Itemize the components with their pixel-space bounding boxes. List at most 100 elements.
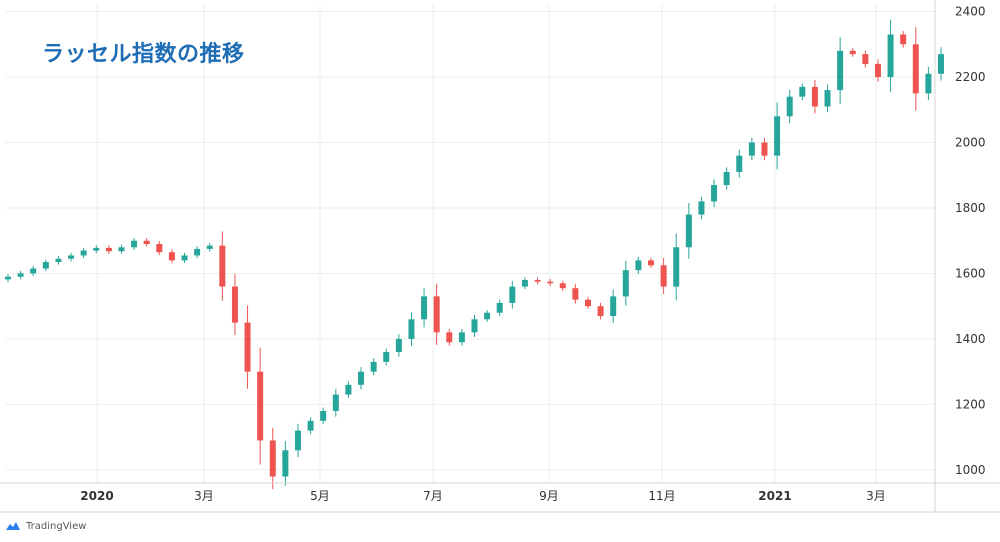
candle-body: [484, 312, 491, 320]
candle: [887, 19, 894, 92]
candle: [698, 196, 705, 220]
candle: [673, 233, 680, 301]
candle-body: [673, 247, 680, 287]
candle: [660, 257, 667, 295]
candle-body: [912, 44, 919, 94]
chart-title: ラッセル指数の推移: [42, 42, 245, 67]
candle: [408, 312, 415, 346]
tradingview-label: TradingView: [26, 520, 87, 532]
candle: [320, 407, 327, 425]
candle-body: [30, 268, 37, 274]
candle-body: [736, 155, 743, 172]
candle-body: [723, 171, 730, 186]
candle-body: [837, 50, 844, 91]
candle-body: [332, 394, 339, 411]
candle-body: [610, 296, 617, 317]
candle: [194, 246, 201, 259]
candle-body: [156, 244, 163, 253]
candle-body: [269, 440, 276, 477]
candle-body: [534, 280, 541, 282]
y-tick-label: 2400: [955, 5, 986, 19]
candle: [711, 179, 718, 208]
candle: [269, 427, 276, 490]
x-tick-label: 11月: [648, 489, 675, 503]
candle-body: [786, 96, 793, 117]
candle-body: [862, 54, 869, 64]
candle: [257, 347, 264, 465]
candle-body: [559, 283, 566, 289]
candle-body: [55, 258, 62, 263]
candle-body: [168, 252, 175, 261]
x-tick-label: 3月: [866, 489, 886, 503]
candle-body: [105, 247, 112, 252]
candle: [748, 137, 755, 161]
candle-body: [622, 270, 629, 297]
candle: [521, 277, 528, 290]
candles: [5, 19, 944, 490]
tradingview-cloud-icon: [6, 522, 20, 530]
candle-body: [320, 410, 327, 421]
candle-body: [748, 142, 755, 156]
y-tick-label: 1600: [955, 266, 986, 280]
candle-body: [938, 54, 944, 74]
candle: [761, 137, 768, 161]
candle-body: [471, 319, 478, 333]
candle: [131, 238, 138, 250]
candle: [559, 280, 566, 291]
candle: [370, 358, 377, 376]
candle: [811, 79, 818, 114]
candle-body: [219, 245, 226, 287]
candle-body: [774, 116, 781, 156]
y-tick-label: 1000: [955, 463, 986, 477]
candle: [509, 280, 516, 309]
candle: [282, 441, 289, 486]
candle: [572, 284, 579, 304]
candle: [534, 277, 541, 285]
candle: [736, 149, 743, 178]
candle-body: [194, 248, 201, 256]
candle-body: [887, 34, 894, 78]
candle: [294, 423, 301, 458]
candle: [862, 50, 869, 68]
candle: [446, 328, 453, 346]
candle: [597, 302, 604, 320]
candle-body: [635, 260, 642, 271]
candle: [912, 27, 919, 111]
candle-body: [80, 250, 87, 256]
candle: [849, 48, 856, 57]
candle: [458, 328, 465, 346]
candle: [395, 334, 402, 357]
candle: [358, 367, 365, 390]
candle: [5, 274, 11, 282]
x-tick-label: 9月: [539, 489, 559, 503]
x-tick-label: 3月: [194, 489, 214, 503]
candle-body: [307, 420, 314, 431]
candle-body: [408, 319, 415, 339]
candle-body: [68, 255, 75, 259]
candle: [168, 249, 175, 264]
grid-lines: [5, 5, 935, 483]
candle: [900, 31, 907, 48]
candle: [547, 279, 554, 286]
candle-body: [231, 286, 238, 323]
candle-body: [181, 255, 188, 261]
y-tick-label: 2200: [955, 70, 986, 84]
candle-body: [799, 86, 806, 97]
tradingview-logo[interactable]: TradingView: [4, 517, 86, 535]
y-tick-label: 1800: [955, 201, 986, 215]
candle-body: [711, 185, 718, 202]
candle-body: [648, 260, 655, 266]
candle-body: [660, 265, 667, 287]
candle: [105, 245, 112, 254]
candle: [421, 288, 428, 328]
candle-body: [849, 50, 856, 55]
candle: [118, 244, 125, 254]
candle: [206, 243, 213, 252]
candle-body: [244, 322, 251, 372]
candle: [42, 259, 49, 272]
candle: [723, 167, 730, 190]
candle: [30, 265, 37, 277]
x-tick-label: 5月: [310, 489, 330, 503]
